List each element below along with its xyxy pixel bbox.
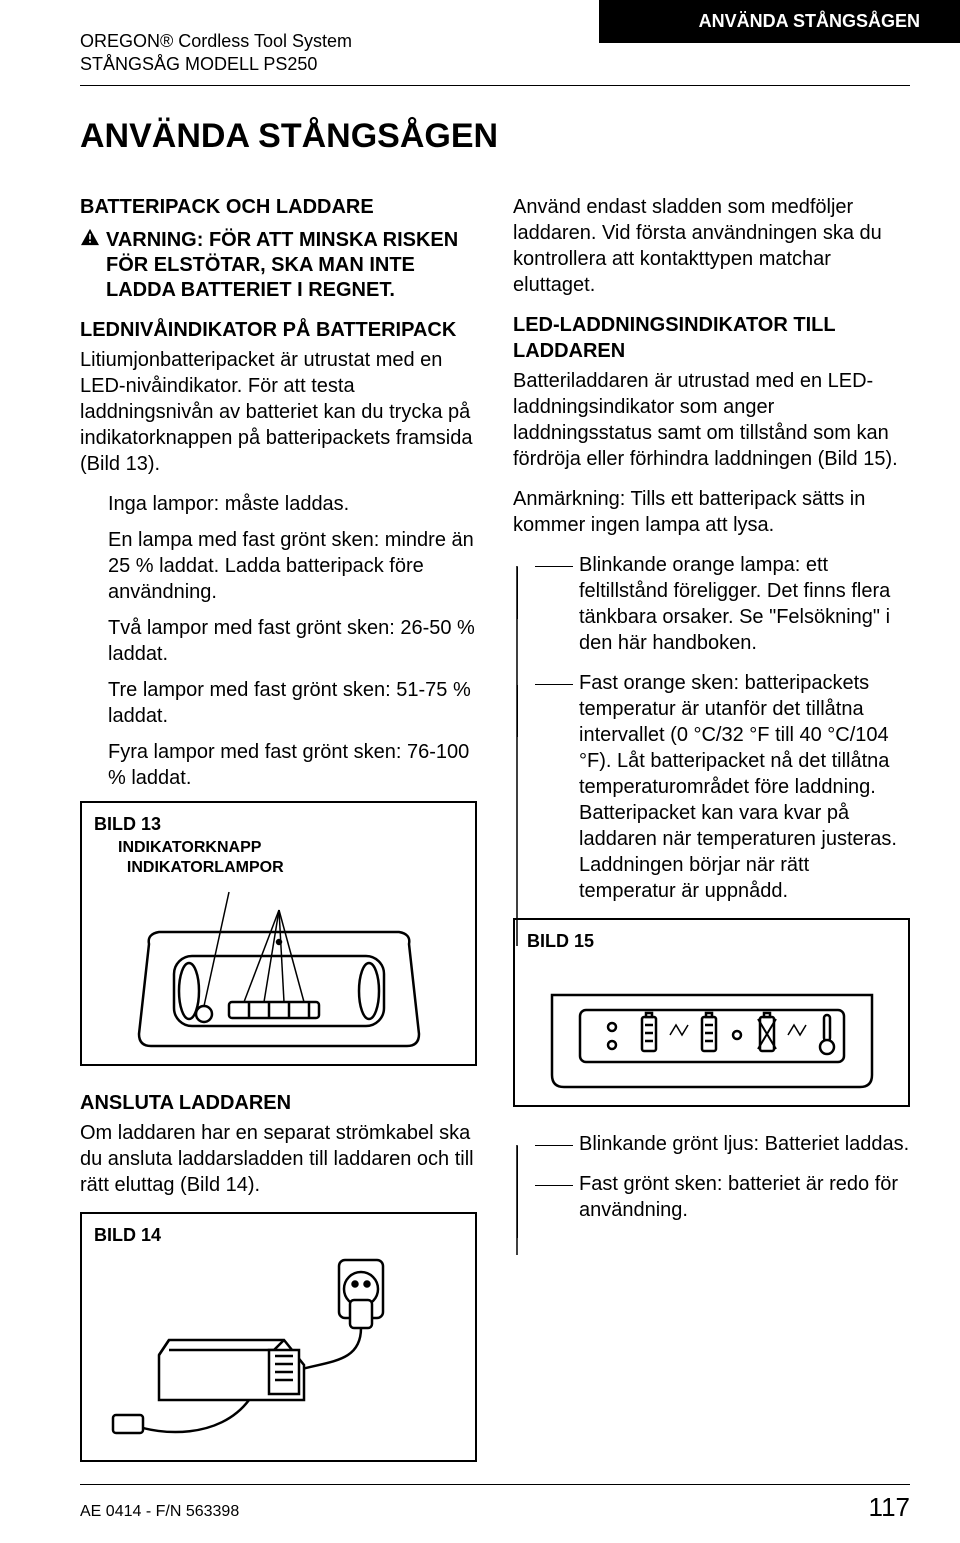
header-brand: OREGON® Cordless Tool System STÅNGSÅG MO…: [80, 30, 352, 77]
header-chapter-box: ANVÄNDA STÅNGSÅGEN: [599, 0, 960, 43]
figure-13-illustration: [119, 884, 439, 1054]
page-title: ANVÄNDA STÅNGSÅGEN: [80, 114, 910, 158]
figure-13-label-lamps: INDIKATORLAMPOR: [127, 859, 284, 876]
led-level-body: Litiumjonbatteripacket är utrustat med e…: [80, 347, 477, 477]
led-level-heading: LEDNIVÅINDIKATOR PÅ BATTERIPACK: [80, 317, 477, 343]
warning-block: VARNING: FÖR ATT MINSKA RISKEN FÖR ELSTÖ…: [80, 228, 477, 303]
figure-13-labels: INDIKATORKNAPP INDIKATORLAMPOR: [118, 838, 463, 878]
callout-orange-blink: Blinkande orange lampa: ett feltillstånd…: [535, 552, 910, 656]
callout-rule-icon: [535, 566, 573, 656]
footer-docnum: AE 0414 - F/N 563398: [80, 1502, 239, 1523]
callout-rule-icon: [535, 1185, 573, 1223]
header-divider: [80, 85, 910, 86]
figure-15: BILD 15: [513, 918, 910, 1107]
left-column: BATTERIPACK OCH LADDARE VARNING: FÖR ATT…: [80, 194, 477, 1486]
content-columns: BATTERIPACK OCH LADDARE VARNING: FÖR ATT…: [80, 194, 910, 1486]
figure-14-title: BILD 14: [94, 1224, 463, 1247]
callout-orange-solid: Fast orange sken: batteripackets tempera…: [535, 670, 910, 904]
charger-led-heading: LED-LADDNINGSINDIKATOR TILL LADDAREN: [513, 312, 910, 364]
connect-charger-body: Om laddaren har en separat strömkabel sk…: [80, 1120, 477, 1198]
charge-level-0: Inga lampor: måste laddas.: [108, 491, 477, 517]
figure-13: BILD 13 INDIKATORKNAPP INDIKATORLAMPOR: [80, 801, 477, 1066]
header-brand-line2: STÅNGSÅG MODELL PS250: [80, 54, 317, 74]
figure-15-title: BILD 15: [527, 930, 896, 953]
callout-green-blink: Blinkande grönt ljus: Batteriet laddas.: [535, 1131, 910, 1157]
figure-14: BILD 14: [80, 1212, 477, 1461]
warning-text: VARNING: FÖR ATT MINSKA RISKEN FÖR ELSTÖ…: [106, 228, 477, 303]
cord-note: Använd endast sladden som medföljer ladd…: [513, 194, 910, 298]
warning-icon: [80, 228, 100, 246]
page-footer: AE 0414 - F/N 563398 117: [80, 1484, 910, 1525]
figure-13-title: BILD 13: [94, 813, 463, 836]
callout-bracket-icon: [513, 566, 535, 946]
charge-level-4: Fyra lampor med fast grönt sken: 76-100 …: [108, 739, 477, 791]
callout-green-blink-text: Blinkande grönt ljus: Batteriet laddas.: [579, 1131, 909, 1157]
callout-rule-icon: [535, 1145, 573, 1157]
callout-orange-solid-text: Fast orange sken: batteripackets tempera…: [579, 670, 910, 904]
right-column: Använd endast sladden som medföljer ladd…: [513, 194, 910, 1486]
callout-rule-icon: [535, 684, 573, 904]
header-brand-line1: OREGON® Cordless Tool System: [80, 31, 352, 51]
charge-level-1: En lampa med fast grönt sken: mindre än …: [108, 527, 477, 605]
figure-14-illustration: [109, 1250, 449, 1450]
header-chapter: ANVÄNDA STÅNGSÅGEN: [699, 10, 920, 33]
callout-group-bottom: Blinkande grönt ljus: Batteriet laddas. …: [513, 1131, 910, 1223]
charge-level-3: Tre lampor med fast grönt sken: 51-75 % …: [108, 677, 477, 729]
page-header: OREGON® Cordless Tool System STÅNGSÅG MO…: [80, 30, 910, 77]
charge-level-2: Två lampor med fast grönt sken: 26-50 % …: [108, 615, 477, 667]
callout-green-solid-text: Fast grönt sken: batteriet är redo för a…: [579, 1171, 910, 1223]
callout-green-solid: Fast grönt sken: batteriet är redo för a…: [535, 1171, 910, 1223]
callout-orange-blink-text: Blinkande orange lampa: ett feltillstånd…: [579, 552, 910, 656]
section-battery-heading: BATTERIPACK OCH LADDARE: [80, 194, 477, 220]
figure-13-label-button: INDIKATORKNAPP: [118, 839, 261, 856]
charger-led-body: Batteriladdaren är utrustad med en LED-l…: [513, 368, 910, 472]
footer-pagenum: 117: [869, 1491, 910, 1525]
charger-led-note: Anmärkning: Tills ett batteripack sätts …: [513, 486, 910, 538]
connect-charger-heading: ANSLUTA LADDAREN: [80, 1090, 477, 1116]
callout-group-top: Blinkande orange lampa: ett feltillstånd…: [513, 552, 910, 904]
figure-15-illustration: [532, 955, 892, 1095]
